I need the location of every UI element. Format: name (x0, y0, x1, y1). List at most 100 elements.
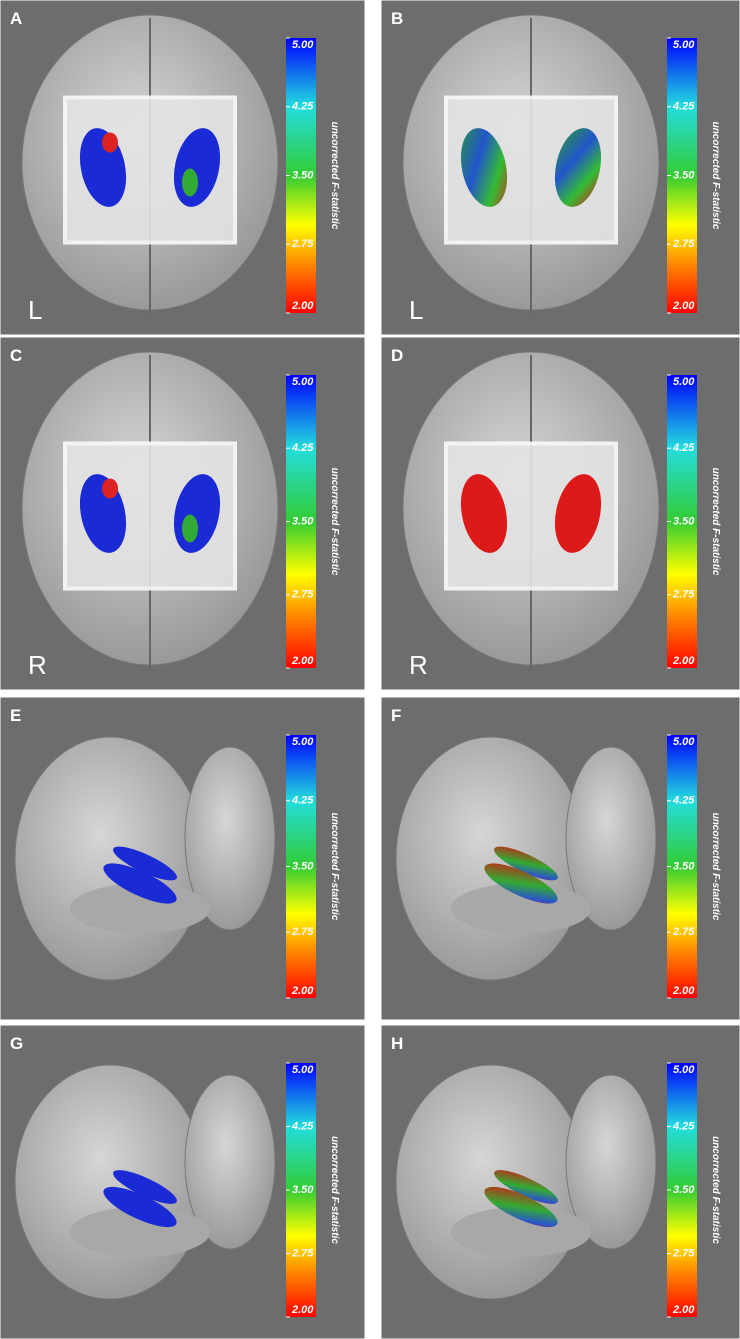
colorbar-tick-label: 5.00 (673, 1064, 695, 1076)
colorbar-tick-label: 2.75 (291, 589, 314, 601)
structure-upper (494, 1170, 558, 1204)
colorbar-label: uncorrected F-statistic (710, 468, 721, 576)
brain-front (184, 1074, 276, 1250)
colorbar-tick-label: 2.75 (672, 238, 695, 250)
panel-letter: F (391, 706, 401, 725)
colorbar-tick-label: 3.50 (292, 860, 314, 872)
colorbar (667, 38, 697, 313)
colorbar-tick-label: 2.75 (291, 926, 314, 938)
structure-right (554, 128, 602, 207)
panel-letter: D (391, 346, 403, 365)
panel: C R 5.00 4.25 3.50 2.75 2.00 uncorrected F-stat… (0, 336, 366, 691)
panel-letter: A (10, 9, 22, 28)
colorbar-label: uncorrected F-statistic (329, 1136, 340, 1244)
structure-lower (484, 1186, 558, 1228)
panel: G 5.00 4.25 3.50 2.75 2.00 uncorrected F-stati… (0, 1024, 366, 1339)
colorbar-label: uncorrected F-statistic (329, 122, 340, 230)
colorbar-tick-label: 2.00 (672, 1304, 695, 1316)
panel: E 5.00 4.25 3.50 2.75 2.00 uncorrected F-stati… (0, 696, 366, 1021)
panel: B L 5.00 4.25 3.50 2.75 2.00 uncorrected F-stat… (380, 0, 740, 336)
colorbar-tick-label: 3.50 (673, 515, 695, 527)
colorbar-tick-label: 2.00 (291, 655, 314, 667)
hotspot (102, 132, 118, 153)
colorbar-tick-label: 5.00 (673, 736, 695, 748)
panel-letter: G (10, 1034, 23, 1053)
brain-back (14, 736, 206, 981)
colorbar-tick-label: 2.00 (291, 300, 314, 312)
colorbar (286, 38, 316, 313)
structure-lower (484, 863, 558, 904)
structure-lower (103, 863, 177, 904)
colorbar-tick-label: 3.50 (673, 1184, 695, 1196)
orientation-label: R (409, 650, 428, 680)
colorbar (286, 375, 316, 668)
orientation-label: L (409, 295, 423, 325)
panel-letter: C (10, 346, 22, 365)
structure-left (460, 474, 508, 553)
panel-letter: B (391, 9, 403, 28)
colorbar-tick-label: 5.00 (292, 1064, 314, 1076)
colorbar-tick-label: 2.00 (672, 300, 695, 312)
colorbar-label: uncorrected F-statistic (710, 122, 721, 230)
colorbar-tick-label: 2.00 (291, 985, 314, 997)
panel-letter: E (10, 706, 21, 725)
colorbar-tick-label: 2.00 (672, 655, 695, 667)
colorbar-tick-label: 4.25 (291, 442, 314, 454)
colorbar-tick-label: 4.25 (672, 1120, 695, 1132)
structure-upper (113, 846, 177, 881)
hotspot (182, 514, 198, 543)
colorbar-tick-label: 4.25 (672, 442, 695, 454)
structure-lower (103, 1186, 177, 1228)
colorbar-tick-label: 4.25 (672, 795, 695, 807)
brain-back (395, 1064, 587, 1300)
colorbar-tick-label: 4.25 (291, 795, 314, 807)
structure-left (460, 128, 508, 207)
hotspot (182, 168, 198, 197)
brain-back (395, 736, 587, 981)
colorbar (286, 735, 316, 998)
colorbar-tick-label: 5.00 (292, 376, 314, 388)
colorbar-label: uncorrected F-statistic (710, 813, 721, 921)
panel: A L 5.00 4.25 3.50 2.75 2.00 uncorrected F-stat… (0, 0, 366, 336)
colorbar (667, 375, 697, 668)
colorbar-tick-label: 2.75 (291, 1247, 314, 1259)
colorbar (286, 1063, 316, 1317)
panel: H 5.00 4.25 3.50 2.75 2.00 uncorrected F-stati… (380, 1024, 740, 1339)
panel-letter: H (391, 1034, 403, 1053)
colorbar (667, 735, 697, 998)
colorbar-tick-label: 5.00 (292, 736, 314, 748)
orientation-label: L (28, 295, 42, 325)
colorbar-tick-label: 5.00 (673, 39, 695, 51)
colorbar-tick-label: 3.50 (673, 169, 695, 181)
colorbar-tick-label: 4.25 (291, 101, 314, 113)
colorbar-tick-label: 3.50 (292, 169, 314, 181)
panel: F 5.00 4.25 3.50 2.75 2.00 uncorrected F-stati… (380, 696, 740, 1021)
colorbar-tick-label: 2.75 (291, 238, 314, 250)
colorbar-tick-label: 2.75 (672, 926, 695, 938)
colorbar-tick-label: 2.00 (672, 985, 695, 997)
colorbar-tick-label: 3.50 (292, 515, 314, 527)
panel: D R 5.00 4.25 3.50 2.75 2.00 uncorrected F-stat… (380, 336, 740, 691)
brain-front (565, 1074, 657, 1250)
colorbar-tick-label: 4.25 (672, 101, 695, 113)
colorbar-tick-label: 2.75 (672, 589, 695, 601)
colorbar-tick-label: 3.50 (673, 860, 695, 872)
brain-front (184, 746, 276, 931)
structure-upper (113, 1170, 177, 1204)
colorbar-tick-label: 5.00 (673, 376, 695, 388)
colorbar-label: uncorrected F-statistic (329, 813, 340, 921)
colorbar-tick-label: 2.75 (672, 1247, 695, 1259)
colorbar (667, 1063, 697, 1317)
colorbar-tick-label: 3.50 (292, 1184, 314, 1196)
orientation-label: R (28, 650, 47, 680)
structure-right (554, 474, 602, 553)
colorbar-tick-label: 4.25 (291, 1120, 314, 1132)
colorbar-label: uncorrected F-statistic (329, 468, 340, 576)
colorbar-label: uncorrected F-statistic (710, 1136, 721, 1244)
hotspot (102, 478, 118, 499)
colorbar-tick-label: 2.00 (291, 1304, 314, 1316)
brain-back (14, 1064, 206, 1300)
brain-front (565, 746, 657, 931)
colorbar-tick-label: 5.00 (292, 39, 314, 51)
